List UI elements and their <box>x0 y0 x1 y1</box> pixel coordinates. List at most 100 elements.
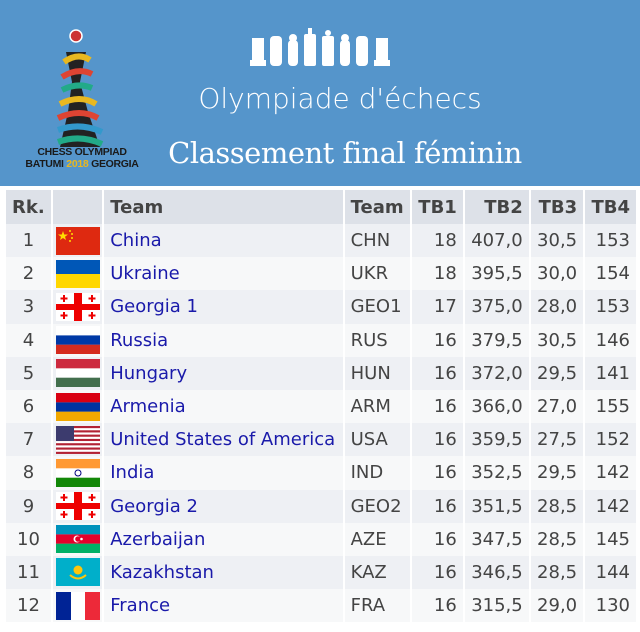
team-name-link[interactable]: Russia <box>104 323 343 357</box>
team-name-link[interactable]: United States of America <box>104 423 343 457</box>
rank-cell: 5 <box>6 356 51 390</box>
flag-cell <box>52 323 103 357</box>
flag-cell <box>52 257 103 291</box>
tb1-cell: 16 <box>412 389 463 424</box>
hungary-flag-icon <box>55 359 100 388</box>
tb1-cell: 18 <box>412 224 463 258</box>
tb2-cell: 359,5 <box>464 423 529 457</box>
flag-cell <box>52 489 103 523</box>
tb4-cell: 144 <box>585 555 636 590</box>
table-row[interactable]: 10 Azerbaijan AZE 16 347,5 28,5 145 <box>6 522 636 556</box>
tb2-cell: 351,5 <box>464 489 529 523</box>
team-name-link[interactable]: Hungary <box>104 356 343 390</box>
tb4-cell: 142 <box>585 489 636 523</box>
col-tb3[interactable]: TB3 <box>530 190 584 224</box>
logo-text: CHESS OLYMPIAD BATUMI 2018 GEORGIA <box>25 146 139 170</box>
tb3-cell: 30,5 <box>530 224 584 258</box>
tb1-cell: 16 <box>412 522 463 556</box>
georgia-flag-icon <box>55 492 100 521</box>
table-row[interactable]: 4 Russia RUS 16 379,5 30,5 146 <box>6 323 636 357</box>
rank-cell: 9 <box>6 489 51 523</box>
tb3-cell: 29,5 <box>530 456 584 490</box>
table-row[interactable]: 6 Armenia ARM 16 366,0 27,0 155 <box>6 389 636 424</box>
chess-pieces-icon <box>250 28 390 66</box>
team-code-cell: GEO2 <box>344 489 410 523</box>
team-code-cell: CHN <box>344 224 410 258</box>
team-name-link[interactable]: Ukraine <box>104 257 343 291</box>
tb1-cell: 16 <box>412 323 463 357</box>
team-name-link[interactable]: Armenia <box>104 389 343 424</box>
col-team[interactable]: Team <box>104 190 343 224</box>
ukraine-flag-icon <box>55 259 100 288</box>
tb2-cell: 347,5 <box>464 522 529 556</box>
tb2-cell: 315,5 <box>464 589 529 623</box>
team-code-cell: ARM <box>344 389 410 424</box>
table-row[interactable]: 12 France FRA 16 315,5 29,0 130 <box>6 589 636 623</box>
team-code-cell: FRA <box>344 589 410 623</box>
rank-cell: 10 <box>6 522 51 556</box>
flag-cell <box>52 389 103 424</box>
tb3-cell: 29,5 <box>530 356 584 390</box>
table-row[interactable]: 7 United States of America USA 16 359,5 27,5 1… <box>6 423 636 457</box>
azerbaijan-flag-icon <box>55 525 100 554</box>
tb2-cell: 366,0 <box>464 389 529 424</box>
col-tb1[interactable]: TB1 <box>412 190 463 224</box>
table-row[interactable]: 2 Ukraine UKR 18 395,5 30,0 154 <box>6 257 636 291</box>
table-row[interactable]: 1 China CHN 18 407,0 30,5 153 <box>6 224 636 258</box>
col-tb2[interactable]: TB2 <box>464 190 529 224</box>
rank-cell: 3 <box>6 290 51 324</box>
team-name-link[interactable]: Georgia 2 <box>104 489 343 523</box>
tb4-cell: 145 <box>585 522 636 556</box>
tb1-cell: 17 <box>412 290 463 324</box>
col-rank[interactable]: Rk. <box>6 190 51 224</box>
tb4-cell: 154 <box>585 257 636 291</box>
team-name-link[interactable]: Georgia 1 <box>104 290 343 324</box>
tb3-cell: 30,5 <box>530 323 584 357</box>
team-name-link[interactable]: China <box>104 224 343 258</box>
tb1-cell: 16 <box>412 589 463 623</box>
tb1-cell: 18 <box>412 257 463 291</box>
team-code-cell: USA <box>344 423 410 457</box>
flag-cell <box>52 589 103 623</box>
team-code-cell: AZE <box>344 522 410 556</box>
tb1-cell: 16 <box>412 456 463 490</box>
tb2-cell: 372,0 <box>464 356 529 390</box>
armenia-flag-icon <box>55 392 100 421</box>
tb3-cell: 28,0 <box>530 290 584 324</box>
rank-cell: 11 <box>6 555 51 590</box>
tb3-cell: 27,0 <box>530 389 584 424</box>
col-tb4[interactable]: TB4 <box>585 190 636 224</box>
col-team-code[interactable]: Team <box>344 190 410 224</box>
standings-table: Rk. Team Team TB1 TB2 TB3 TB4 1 China CHN 1… <box>4 190 638 623</box>
page-subtitle: Classement final féminin <box>168 136 522 170</box>
flag-cell <box>52 555 103 590</box>
table-row[interactable]: 11 Kazakhstan KAZ 16 346,5 28,5 144 <box>6 555 636 590</box>
table-row[interactable]: 5 Hungary HUN 16 372,0 29,5 141 <box>6 356 636 390</box>
flag-cell <box>52 356 103 390</box>
team-name-link[interactable]: Azerbaijan <box>104 522 343 556</box>
georgia-flag-icon <box>55 292 100 321</box>
table-row[interactable]: 9 Georgia 2 GEO2 16 351,5 28,5 142 <box>6 489 636 523</box>
tb3-cell: 30,0 <box>530 257 584 291</box>
tb4-cell: 155 <box>585 389 636 424</box>
flag-cell <box>52 456 103 490</box>
table-row[interactable]: 8 India IND 16 352,5 29,5 142 <box>6 456 636 490</box>
tb3-cell: 28,5 <box>530 489 584 523</box>
rank-cell: 1 <box>6 224 51 258</box>
tb4-cell: 142 <box>585 456 636 490</box>
flag-cell <box>52 522 103 556</box>
rank-cell: 12 <box>6 589 51 623</box>
table-row[interactable]: 3 Georgia 1 GEO1 17 375,0 28,0 153 <box>6 290 636 324</box>
team-name-link[interactable]: India <box>104 456 343 490</box>
tb2-cell: 375,0 <box>464 290 529 324</box>
tb2-cell: 407,0 <box>464 224 529 258</box>
kazakhstan-flag-icon <box>55 558 100 587</box>
team-name-link[interactable]: Kazakhstan <box>104 555 343 590</box>
india-flag-icon <box>55 458 100 487</box>
rank-cell: 2 <box>6 257 51 291</box>
tb3-cell: 27,5 <box>530 423 584 457</box>
team-code-cell: KAZ <box>344 555 410 590</box>
team-code-cell: RUS <box>344 323 410 357</box>
team-name-link[interactable]: France <box>104 589 343 623</box>
china-flag-icon <box>55 226 100 255</box>
